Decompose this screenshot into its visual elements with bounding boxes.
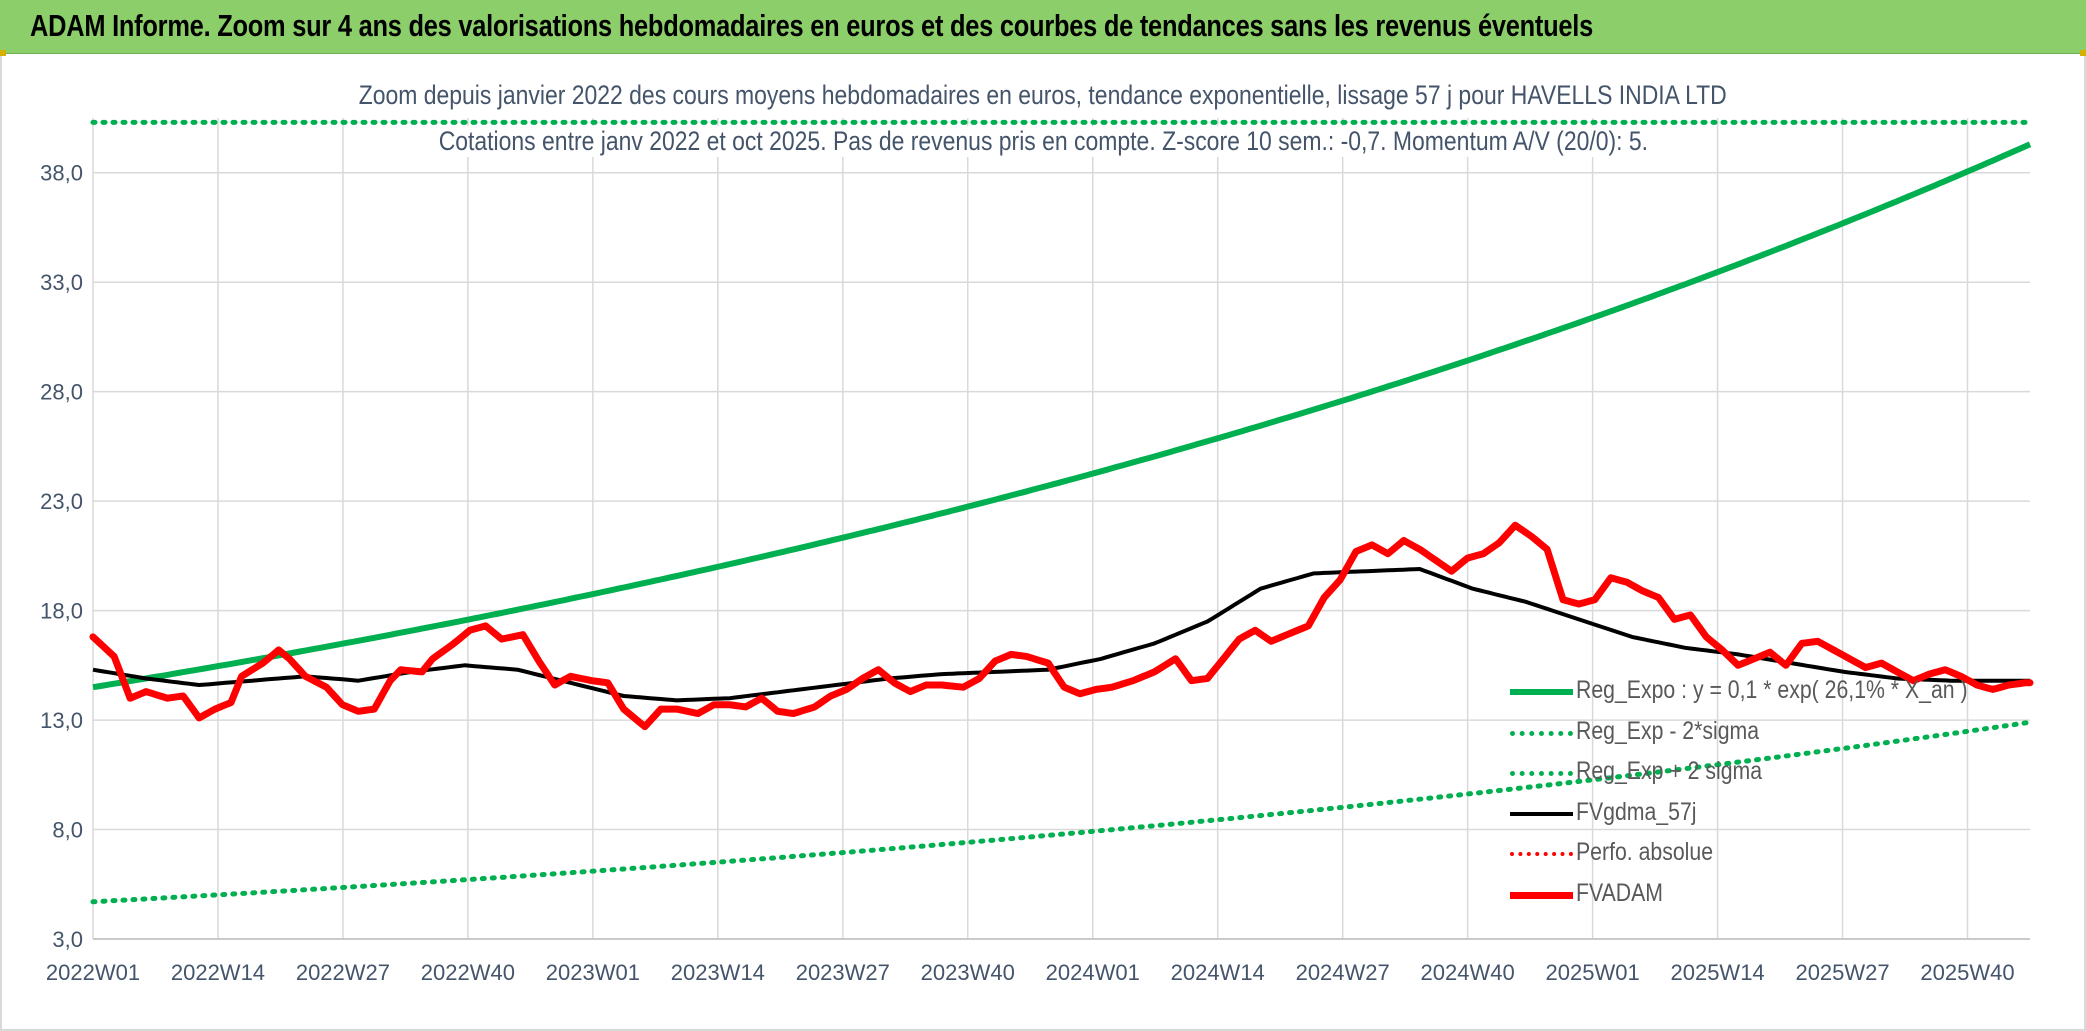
y-tick-label: 23,0 (40, 489, 83, 514)
grid-layer (92, 118, 2030, 940)
legend-symbol-upper-band (1510, 771, 1573, 776)
y-tick-label: 38,0 (40, 161, 83, 186)
legend-symbol-smooth (1510, 811, 1573, 816)
chart-subtitle: Cotations entre janv 2022 et oct 2025. P… (0, 126, 2086, 157)
y-tick-label: 28,0 (40, 380, 83, 405)
y-tick-label: 18,0 (40, 599, 83, 624)
banner-corner-left (0, 50, 6, 56)
y-tick-label: 13,0 (40, 708, 83, 733)
x-tick-label: 2024W14 (1171, 960, 1265, 985)
series-lower-band (90, 719, 2033, 905)
x-tick-label: 2024W40 (1421, 960, 1515, 985)
legend-label-upper-band: Reg_Exp + 2 sigma (1576, 757, 1763, 785)
series-layer (89, 119, 2034, 905)
x-tick-label: 2024W01 (1046, 960, 1140, 985)
chart-title: Zoom depuis janvier 2022 des cours moyen… (0, 80, 2086, 111)
legend-symbol-trend (1510, 689, 1573, 695)
legend-symbol-perf (1510, 852, 1573, 856)
x-tick-label: 2023W14 (671, 960, 765, 985)
legend-label-lower-band: Reg_Exp - 2*sigma (1576, 716, 1760, 745)
x-tick-label: 2024W27 (1296, 960, 1390, 985)
x-tick-label: 2025W01 (1546, 960, 1640, 985)
x-tick-label: 2022W40 (421, 960, 515, 985)
legend-label-smooth: FVgdma_57j (1576, 797, 1697, 826)
banner-title: ADAM Informe. Zoom sur 4 ans des valoris… (30, 8, 1594, 43)
x-tick-label: 2023W40 (921, 960, 1015, 985)
legend-symbol-fvadam (1510, 891, 1573, 899)
x-tick-label: 2022W14 (171, 960, 265, 985)
y-tick-label: 3,0 (52, 927, 83, 952)
x-tick-label: 2023W01 (546, 960, 640, 985)
x-tick-label: 2023W27 (796, 960, 890, 985)
legend-symbol-lower-band (1510, 730, 1573, 736)
series-trend (92, 141, 2032, 691)
y-tick-label: 33,0 (40, 270, 83, 295)
series-fvadam (89, 521, 2034, 731)
legend-label-fvadam: FVADAM (1576, 878, 1663, 907)
banner-corner-right (2080, 50, 2086, 56)
legend-label-trend: Reg_Expo : y = 0,1 * exp( 26,1% * X_an ) (1576, 676, 1968, 704)
x-tick-label: 2025W40 (1920, 960, 2014, 985)
y-tick-label: 8,0 (52, 818, 83, 843)
report-banner: ADAM Informe. Zoom sur 4 ans des valoris… (0, 0, 2086, 54)
x-tick-label: 2022W27 (296, 960, 390, 985)
x-tick-label: 2022W01 (46, 960, 140, 985)
x-tick-label: 2025W27 (1795, 960, 1889, 985)
legend-label-perf: Perfo. absolue (1576, 838, 1714, 866)
x-tick-label: 2025W14 (1670, 960, 1764, 985)
axis-layer: 3,0 8,0 13,0 18,0 23,0 28,0 33,0 38,0 2022W01 202… (40, 161, 2030, 985)
